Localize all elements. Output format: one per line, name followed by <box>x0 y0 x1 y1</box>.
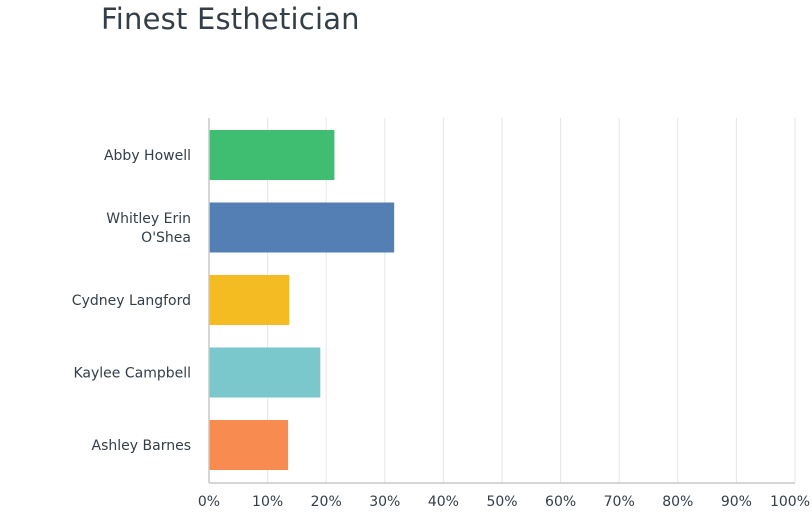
x-tick-label: 80% <box>662 494 693 510</box>
category-label: Cydney Langford <box>72 293 191 309</box>
axes <box>208 118 795 484</box>
x-tick-label: 100% <box>770 494 810 510</box>
x-tick-label: 70% <box>604 494 635 510</box>
x-tick-label: 90% <box>721 494 752 510</box>
category-label: Kaylee Campbell <box>73 366 191 382</box>
x-tick-label: 30% <box>369 494 400 510</box>
x-tick-label: 20% <box>311 494 342 510</box>
category-labels: Abby Howell Whitley Erin O'Shea Cydney Lang… <box>72 148 191 454</box>
bar <box>209 130 335 180</box>
x-tick-label: 10% <box>252 494 283 510</box>
category-label: Whitley Erin <box>106 211 191 227</box>
x-tick-label: 0% <box>198 494 220 510</box>
bars <box>209 130 395 470</box>
grid-lines <box>267 118 796 483</box>
x-tick-labels: 0% 10% 20% 30% 40% 50% 60% 70% 80% 90% 100% <box>198 494 810 510</box>
category-label: Abby Howell <box>104 148 191 164</box>
x-tick-label: 40% <box>428 494 459 510</box>
bar <box>209 202 395 253</box>
x-tick-label: 50% <box>486 494 517 510</box>
x-tick-label: 60% <box>545 494 576 510</box>
bar <box>209 275 290 325</box>
bar <box>209 347 321 398</box>
category-label: O'Shea <box>141 230 191 246</box>
chart-title: Finest Esthetician <box>101 2 360 36</box>
category-label: Ashley Barnes <box>92 438 191 454</box>
bar <box>209 420 289 470</box>
